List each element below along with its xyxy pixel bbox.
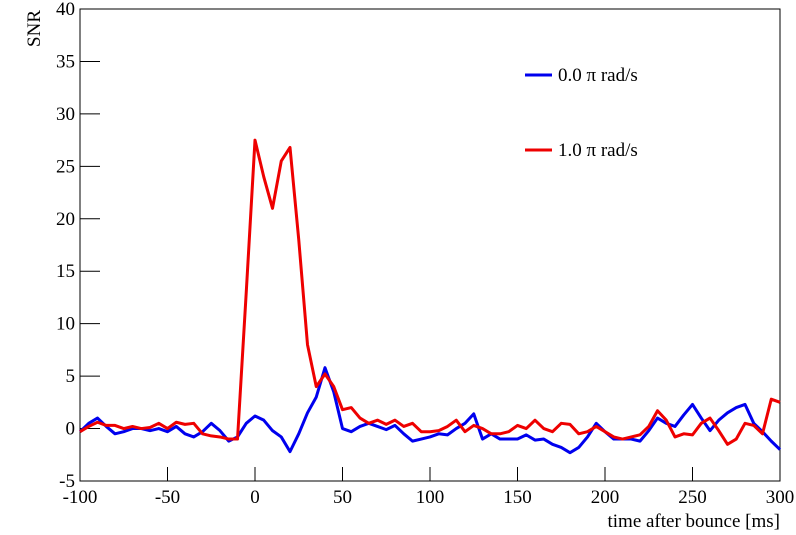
x-tick-label: 200 (591, 487, 620, 508)
y-tick-label: 20 (56, 209, 75, 230)
y-tick-label: 5 (66, 366, 76, 387)
x-tick-label: 150 (503, 487, 532, 508)
y-tick-label: 0 (66, 419, 76, 440)
x-tick-label: 50 (333, 487, 352, 508)
x-tick-label: 0 (250, 487, 260, 508)
legend-label: 0.0 π rad/s (558, 65, 638, 86)
x-tick-label: 300 (766, 487, 795, 508)
y-tick-label: 35 (56, 51, 75, 72)
y-tick-label: 10 (56, 314, 75, 335)
y-tick-label: 25 (56, 156, 75, 177)
x-tick-label: -100 (63, 487, 98, 508)
x-tick-label: 250 (678, 487, 707, 508)
frame (79, 8, 781, 482)
y-tick-label: 30 (56, 104, 75, 125)
y-axis-label: SNR (24, 10, 45, 47)
series-line (79, 138, 781, 446)
legend-label: 1.0 π rad/s (558, 140, 638, 161)
y-tick-label: 40 (56, 0, 75, 20)
x-tick-label: -50 (155, 487, 180, 508)
series-line (78, 366, 782, 455)
x-tick-label: 100 (416, 487, 445, 508)
y-tick-label: -5 (59, 471, 75, 492)
y-tick-label: 15 (56, 261, 75, 282)
x-axis-label: time after bounce [ms] (607, 511, 780, 532)
